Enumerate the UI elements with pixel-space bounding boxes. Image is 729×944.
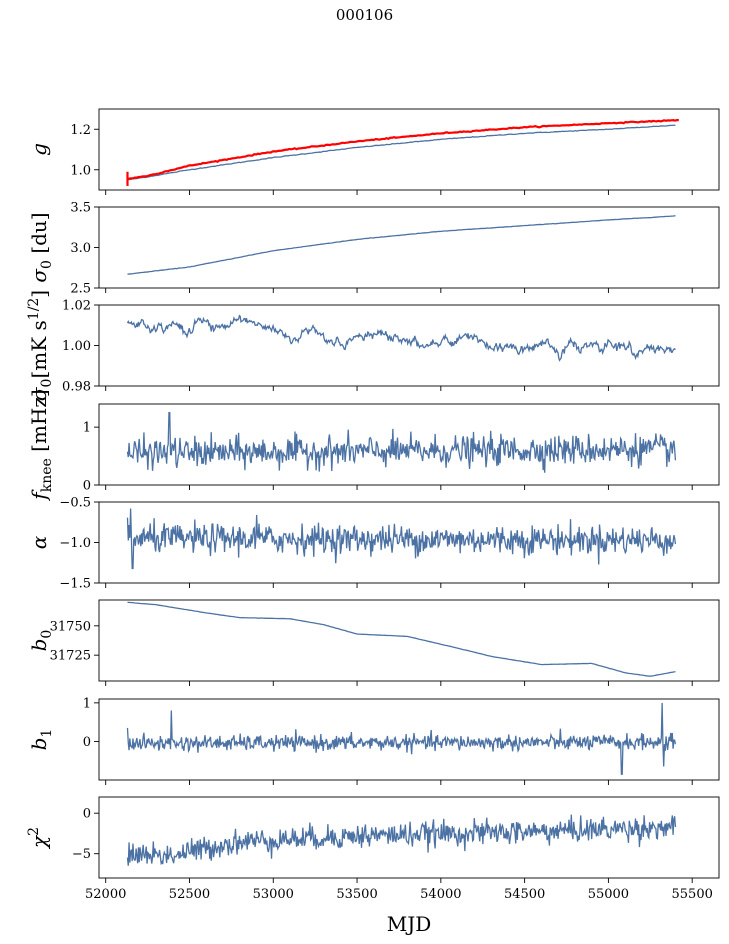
panel-frame-b0: [98, 599, 720, 682]
ytick-label-chi2-0: −5: [72, 847, 91, 862]
ytick-label-sigma0-2: 3.5: [70, 201, 91, 216]
ytick-label-fknee-0: 0: [83, 479, 91, 494]
ytick-label-b0-1: 31750: [50, 619, 91, 634]
ylabel-sigma0: σ0 [du]: [27, 212, 55, 282]
panel-chi2: −5 0 52000 52500 53000 53500 54000 54500 55000 55…: [26, 796, 720, 902]
xtick-label-2: 53000: [253, 887, 294, 902]
ylabel-g: g: [27, 143, 51, 156]
ytick-label-sigma0_mk-2: 1.02: [62, 299, 91, 314]
series-line-sigma0_mk-0: [126, 314, 676, 362]
ytick-label-alpha-0: −1.5: [59, 577, 91, 592]
panel-alpha: −1.5 −1.0 −0.5 α: [27, 496, 720, 592]
ytick-label-fknee-1: 1: [83, 421, 91, 436]
series-line-chi2-0: [126, 814, 677, 866]
xtick-label-1: 52500: [169, 887, 210, 902]
panel-frame-b1: [98, 698, 720, 781]
series-line-alpha-0: [126, 508, 677, 570]
xtick-label-5: 54500: [504, 887, 545, 902]
ytick-label-b1-0: 0: [83, 735, 91, 750]
series-line-g-0: [127, 124, 676, 181]
xtick-label-3: 53500: [336, 887, 377, 902]
xtick-label-6: 55000: [588, 887, 629, 902]
panel-frame-fknee: [98, 403, 720, 486]
panel-frame-sigma0_mk: [98, 304, 720, 387]
series-line-b1-0: [126, 702, 677, 775]
xlabel: MJD: [387, 912, 432, 936]
ytick-label-sigma0-1: 3.0: [70, 241, 91, 256]
ylabel-b1: b1: [27, 729, 55, 751]
ytick-label-chi2-1: 0: [83, 807, 91, 822]
ytick-label-alpha-1: −1.0: [59, 536, 91, 551]
ytick-label-alpha-2: −0.5: [59, 496, 91, 511]
series-line-sigma0-0: [127, 215, 676, 275]
ytick-label-b1-1: 1: [83, 696, 91, 711]
panel-g: 1.0 1.2 g: [27, 108, 720, 195]
xtick-label-4: 54000: [420, 887, 461, 902]
panel-fknee: 0 1 fknee [mHz]: [27, 389, 720, 502]
figure-title: 000106: [335, 6, 394, 24]
ytick-label-b0-0: 31725: [50, 649, 91, 664]
panel-frame-g: [98, 108, 720, 191]
ytick-label-g-0: 1.0: [70, 163, 91, 178]
panel-sigma0_mk: 0.98 1.00 1.02 σ0[mK s1/2]: [26, 290, 720, 401]
ytick-label-sigma0_mk-0: 0.98: [62, 380, 91, 395]
panel-sigma0: 2.5 3.0 3.5 σ0 [du]: [27, 201, 720, 297]
ytick-label-sigma0_mk-1: 1.00: [62, 339, 91, 354]
panel-frame-chi2: [98, 796, 720, 879]
xtick-label-0: 52000: [85, 887, 126, 902]
series-line-fknee-0: [126, 412, 677, 473]
ylabel-b0: b0: [27, 630, 55, 652]
ytick-label-g-1: 1.2: [70, 123, 91, 138]
xtick-label-7: 55500: [672, 887, 713, 902]
ylabel-fknee: fknee [mHz]: [27, 389, 55, 501]
ytick-label-sigma0-0: 2.5: [70, 282, 91, 297]
panel-b1: 0 1 b1: [27, 696, 720, 785]
series-line-b0-0: [127, 601, 676, 677]
ylabel-alpha: α: [27, 535, 51, 549]
series-line-g-1: [127, 118, 679, 181]
ylabel-chi2: χ2: [26, 827, 51, 850]
ylabel-sigma0_mk: σ0[mK s1/2]: [26, 290, 55, 401]
